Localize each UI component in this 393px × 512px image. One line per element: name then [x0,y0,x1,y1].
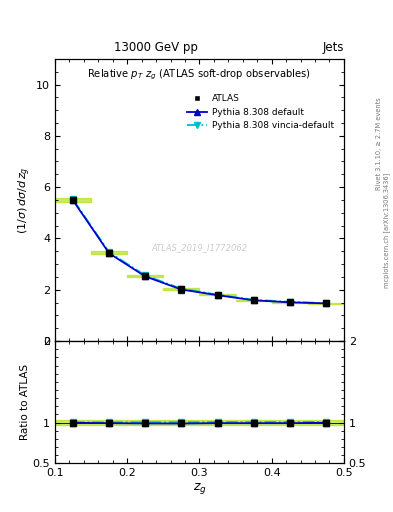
Text: Relative $p_T$ $z_g$ (ATLAS soft-drop observables): Relative $p_T$ $z_g$ (ATLAS soft-drop ob… [87,68,312,82]
Text: Jets: Jets [322,41,344,54]
Y-axis label: $(1/\sigma)\,d\sigma/d\,z_g$: $(1/\sigma)\,d\sigma/d\,z_g$ [17,166,33,234]
Text: 13000 GeV pp: 13000 GeV pp [114,41,198,54]
Text: Rivet 3.1.10, ≥ 2.7M events: Rivet 3.1.10, ≥ 2.7M events [376,97,382,190]
Y-axis label: Ratio to ATLAS: Ratio to ATLAS [20,364,30,440]
Text: ATLAS_2019_I1772062: ATLAS_2019_I1772062 [151,243,248,252]
X-axis label: $z_g$: $z_g$ [193,481,206,496]
Bar [55,420,344,425]
Legend: ATLAS, Pythia 8.308 default, Pythia 8.308 vincia-default: ATLAS, Pythia 8.308 default, Pythia 8.30… [185,92,336,133]
Text: mcplots.cern.ch [arXiv:1306.3436]: mcplots.cern.ch [arXiv:1306.3436] [384,173,391,288]
